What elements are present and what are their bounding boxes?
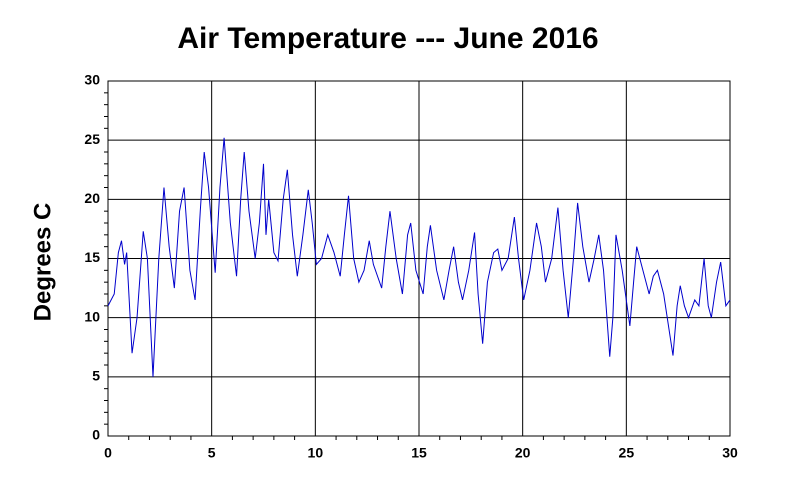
- x-tick-label: 20: [515, 445, 531, 461]
- x-tick-label: 15: [411, 445, 427, 461]
- y-tick-label: 0: [92, 427, 100, 443]
- y-axis-label: Degrees C: [29, 203, 56, 322]
- y-tick-label: 30: [84, 72, 100, 88]
- x-tick-label: 5: [208, 445, 216, 461]
- chart-title: Air Temperature --- June 2016: [177, 22, 598, 55]
- y-tick-label: 5: [92, 368, 100, 384]
- x-tick-label: 10: [308, 445, 324, 461]
- data-line: [107, 137, 731, 377]
- x-tick-label: 25: [619, 445, 635, 461]
- y-tick-label: 15: [84, 249, 100, 265]
- y-tick-label: 25: [84, 131, 100, 147]
- y-tick-label: 20: [84, 190, 100, 206]
- x-tick-label: 0: [104, 445, 112, 461]
- x-tick-label: 30: [722, 445, 738, 461]
- y-tick-label: 10: [84, 308, 100, 324]
